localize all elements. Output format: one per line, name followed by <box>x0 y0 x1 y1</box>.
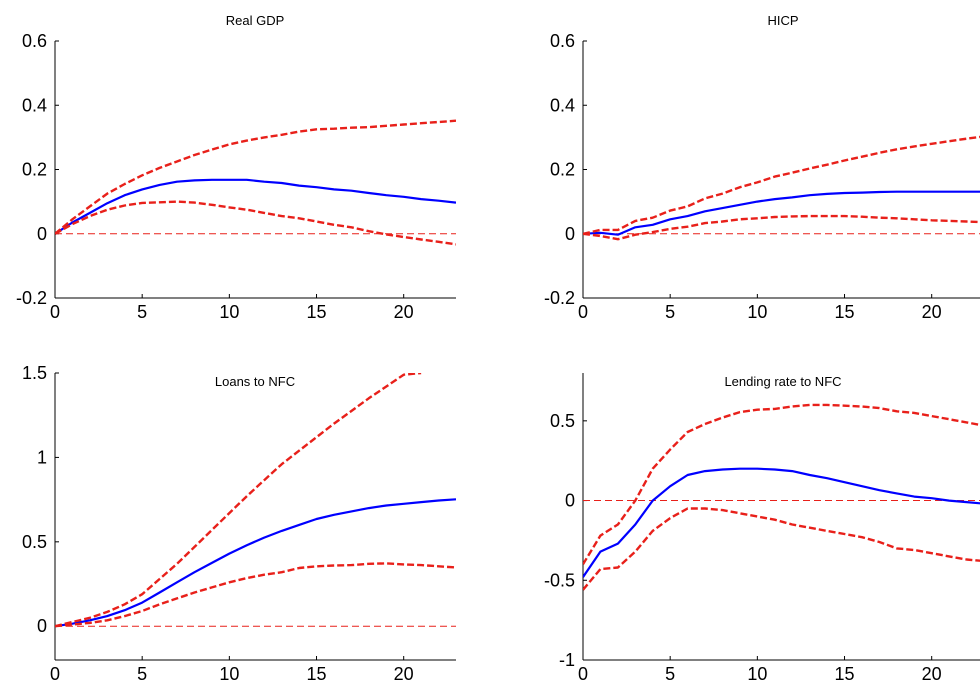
y-tick-label: -0.5 <box>544 570 575 590</box>
lower-band-line <box>55 562 456 628</box>
y-tick-label: 0.4 <box>22 95 47 115</box>
panel-title: Lending rate to NFC <box>724 374 841 389</box>
x-tick-label: 15 <box>835 302 855 322</box>
x-tick-label: 0 <box>50 664 60 684</box>
y-tick-label: -1 <box>559 650 575 670</box>
x-tick-label: 5 <box>137 664 147 684</box>
lower-band-line <box>583 214 980 241</box>
y-tick-label: 0.5 <box>22 532 47 552</box>
lower-band-line <box>55 200 456 246</box>
x-tick-label: 0 <box>50 302 60 322</box>
x-tick-label: 10 <box>747 664 767 684</box>
panel-hicp: HICP 0 5 10 15 20-0.200.20.40.6 <box>544 13 980 322</box>
axes: 0 5 10 15 20 -1 -0.5 0 0.5 <box>544 373 980 684</box>
x-tick-label: 10 <box>219 302 239 322</box>
series-group <box>583 403 980 591</box>
y-tick-label: 0.5 <box>550 411 575 431</box>
series-group <box>55 373 456 628</box>
y-tick-label: 0 <box>565 491 575 511</box>
estimate-line <box>583 190 980 236</box>
x-tick-label: 5 <box>137 302 147 322</box>
estimate-line <box>55 498 456 628</box>
upper-band-line <box>55 373 422 628</box>
x-tick-label: 15 <box>307 302 327 322</box>
x-tick-label: 20 <box>922 302 942 322</box>
upper-band-line <box>583 135 980 235</box>
x-tick-label: 10 <box>747 302 767 322</box>
y-tick-label: 0.2 <box>22 160 47 180</box>
y-tick-label: 0 <box>565 224 575 244</box>
estimate-line <box>55 178 456 235</box>
x-tick-label: 0 <box>578 302 588 322</box>
x-tick-label: 15 <box>835 664 855 684</box>
upper-band-line <box>55 119 456 235</box>
y-tick-label: 0.2 <box>550 160 575 180</box>
y-tick-label: 1 <box>37 447 47 467</box>
y-tick-label: 0.6 <box>22 31 47 51</box>
x-tick-label: 0 <box>578 664 588 684</box>
x-tick-label: 20 <box>394 664 414 684</box>
y-tick-label: -0.2 <box>544 288 575 308</box>
y-tick-label: 0.4 <box>550 95 575 115</box>
panel-real-gdp: Real GDP 0 5 10 15 20-0.200.20.40.6 <box>16 13 456 322</box>
x-tick-label: 20 <box>922 664 942 684</box>
x-tick-label: 10 <box>219 664 239 684</box>
x-tick-label: 15 <box>307 664 327 684</box>
panel-title: Loans to NFC <box>215 374 295 389</box>
estimate-line <box>583 467 980 578</box>
x-tick-label: 5 <box>665 664 675 684</box>
axes: 0 5 10 15 20 0 0.5 1 1.5 <box>22 363 456 684</box>
axes: 0 5 10 15 20-0.200.20.40.6 <box>16 31 456 322</box>
y-tick-label: -0.2 <box>16 288 47 308</box>
y-tick-label: 0 <box>37 616 47 636</box>
series-group <box>583 135 980 241</box>
y-tick-label: 0 <box>37 224 47 244</box>
axes: 0 5 10 15 20-0.200.20.40.6 <box>544 31 980 322</box>
panel-lending-rate-to-nfc: Lending rate to NFC 0 5 10 15 20 -1 -0.5 0 0.5 <box>544 373 980 684</box>
x-tick-label: 5 <box>665 302 675 322</box>
panel-title: Real GDP <box>226 13 285 28</box>
upper-band-line <box>583 403 980 565</box>
panel-loans-to-nfc: Loans to NFC 0 5 10 15 20 0 0.5 1 1.5 <box>22 363 456 684</box>
lower-band-line <box>583 507 980 591</box>
series-group <box>55 119 456 246</box>
x-tick-label: 20 <box>394 302 414 322</box>
panel-title: HICP <box>767 13 798 28</box>
y-tick-label: 1.5 <box>22 363 47 383</box>
y-tick-label: 0.6 <box>550 31 575 51</box>
